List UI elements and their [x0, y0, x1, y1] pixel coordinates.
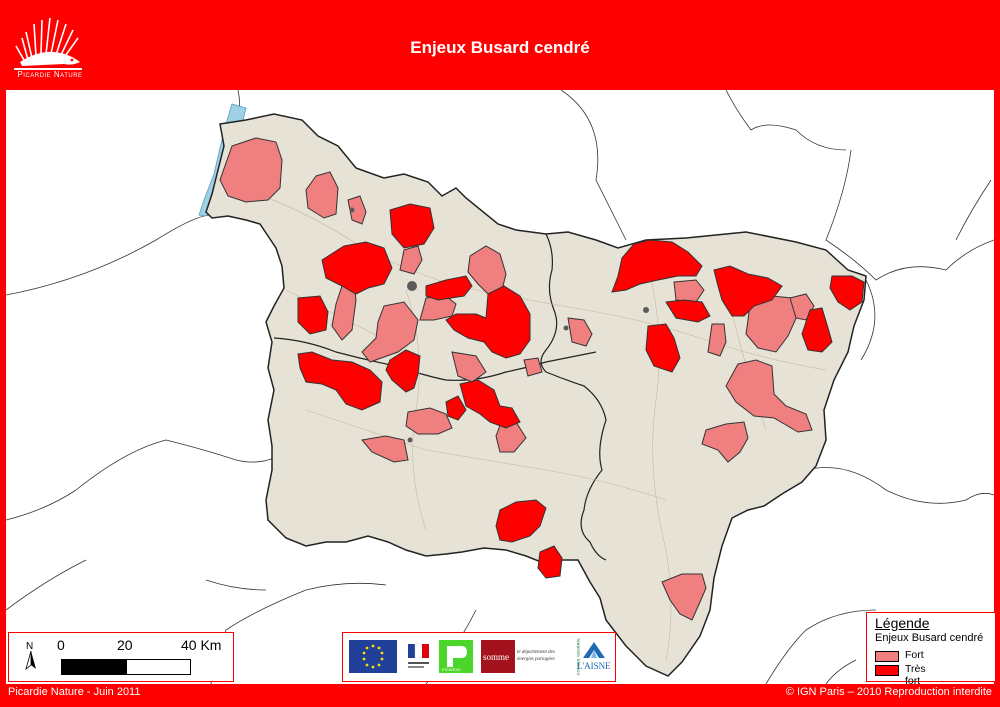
zone-fort	[673, 279, 705, 303]
aisne-name-text: L'AISNE	[577, 661, 611, 671]
zone-tres-fort	[665, 299, 711, 323]
zone-tres-fort	[389, 203, 435, 249]
legend: Légende Enjeux Busard cendré Fort Très f…	[866, 612, 996, 687]
zone-fort	[523, 357, 543, 377]
zone-tres-fort	[445, 285, 531, 359]
zone-tres-fort	[321, 241, 393, 295]
somme-logo-icon: somme	[481, 640, 515, 673]
zone-fort	[745, 295, 799, 353]
eu-flag-icon	[349, 640, 397, 673]
zone-fort	[219, 137, 283, 203]
city-markers	[349, 207, 649, 443]
scale-label-40: 40 Km	[181, 637, 222, 653]
legend-swatch-fort	[875, 651, 899, 662]
zone-tres-fort	[459, 379, 521, 429]
zone-fort	[361, 435, 409, 463]
zone-fort	[305, 171, 339, 219]
zone-fort	[725, 359, 813, 433]
scale-bar-black	[61, 659, 127, 675]
city-marker	[563, 325, 569, 331]
map-canvas	[6, 90, 994, 684]
scale-bar: N 0 20 40 Km	[8, 632, 234, 682]
somme-logo-text: somme	[483, 652, 509, 662]
zone-fort	[399, 245, 423, 275]
footer-copyright: © IGN Paris – 2010 Reproduction interdit…	[785, 686, 992, 698]
background-boundaries	[6, 90, 994, 684]
zone-tres-fort	[445, 395, 467, 421]
zone-tres-fort	[801, 307, 833, 353]
zones-tres-fort	[297, 203, 865, 579]
hedgehog-logo-icon	[14, 17, 82, 70]
zone-fort	[405, 407, 453, 435]
legend-swatch-tres-fort	[875, 665, 899, 676]
aisne-logo-icon: CONSEIL GÉNÉRAL L'AISNE	[573, 638, 613, 676]
north-arrow-icon: N	[25, 641, 36, 671]
zone-fort	[361, 301, 419, 363]
zones-fort	[219, 137, 815, 621]
map-title: Enjeux Busard cendré	[410, 38, 590, 57]
header: Picardie Nature Enjeux Busard cendré	[0, 0, 1000, 90]
city-beauvais-marker	[407, 437, 413, 443]
department-borders	[273, 233, 607, 561]
partner-logos: PICARDIE somme le département des énergi…	[342, 632, 616, 682]
marianne-logo-icon	[405, 640, 433, 673]
zone-tres-fort	[537, 545, 563, 579]
legend-title: Légende	[875, 615, 930, 631]
zone-fort	[347, 195, 367, 225]
zone-fort	[451, 351, 487, 383]
logo-text: Picardie Nature	[17, 70, 83, 79]
scale-label-0: 0	[57, 637, 65, 653]
zone-tres-fort	[713, 265, 783, 317]
legend-subtitle: Enjeux Busard cendré	[875, 632, 984, 644]
zone-fort	[661, 573, 707, 621]
somme-slogan-text: le département des énergies partagées	[517, 650, 555, 662]
zone-tres-fort	[297, 351, 383, 411]
city-amiens-marker	[407, 281, 417, 291]
zone-fort	[567, 317, 593, 347]
picardie-region-logo-icon: PICARDIE	[439, 640, 473, 673]
legend-label-fort: Fort	[905, 649, 924, 661]
zone-tres-fort	[645, 323, 681, 373]
zone-tres-fort	[297, 295, 329, 335]
footer-credit: Picardie Nature - Juin 2011	[8, 686, 141, 698]
zone-tres-fort	[425, 275, 473, 301]
city-abbeville-marker	[349, 207, 355, 213]
zone-fort	[701, 421, 749, 463]
somme-slogan: le département des énergies partagées	[517, 640, 569, 673]
map-area[interactable]	[6, 90, 994, 684]
picardie-region-name: PICARDIE	[442, 667, 461, 672]
zone-tres-fort	[385, 349, 421, 393]
legend-label-tres-fort: Très fort	[905, 663, 926, 687]
scale-label-20: 20	[117, 637, 133, 653]
scale-bar-white	[126, 659, 191, 675]
north-label: N	[26, 641, 33, 652]
zone-tres-fort	[611, 239, 703, 293]
city-laon-marker	[643, 307, 649, 313]
zone-tres-fort	[495, 499, 547, 543]
zone-tres-fort	[829, 275, 865, 311]
zone-fort	[707, 323, 727, 357]
